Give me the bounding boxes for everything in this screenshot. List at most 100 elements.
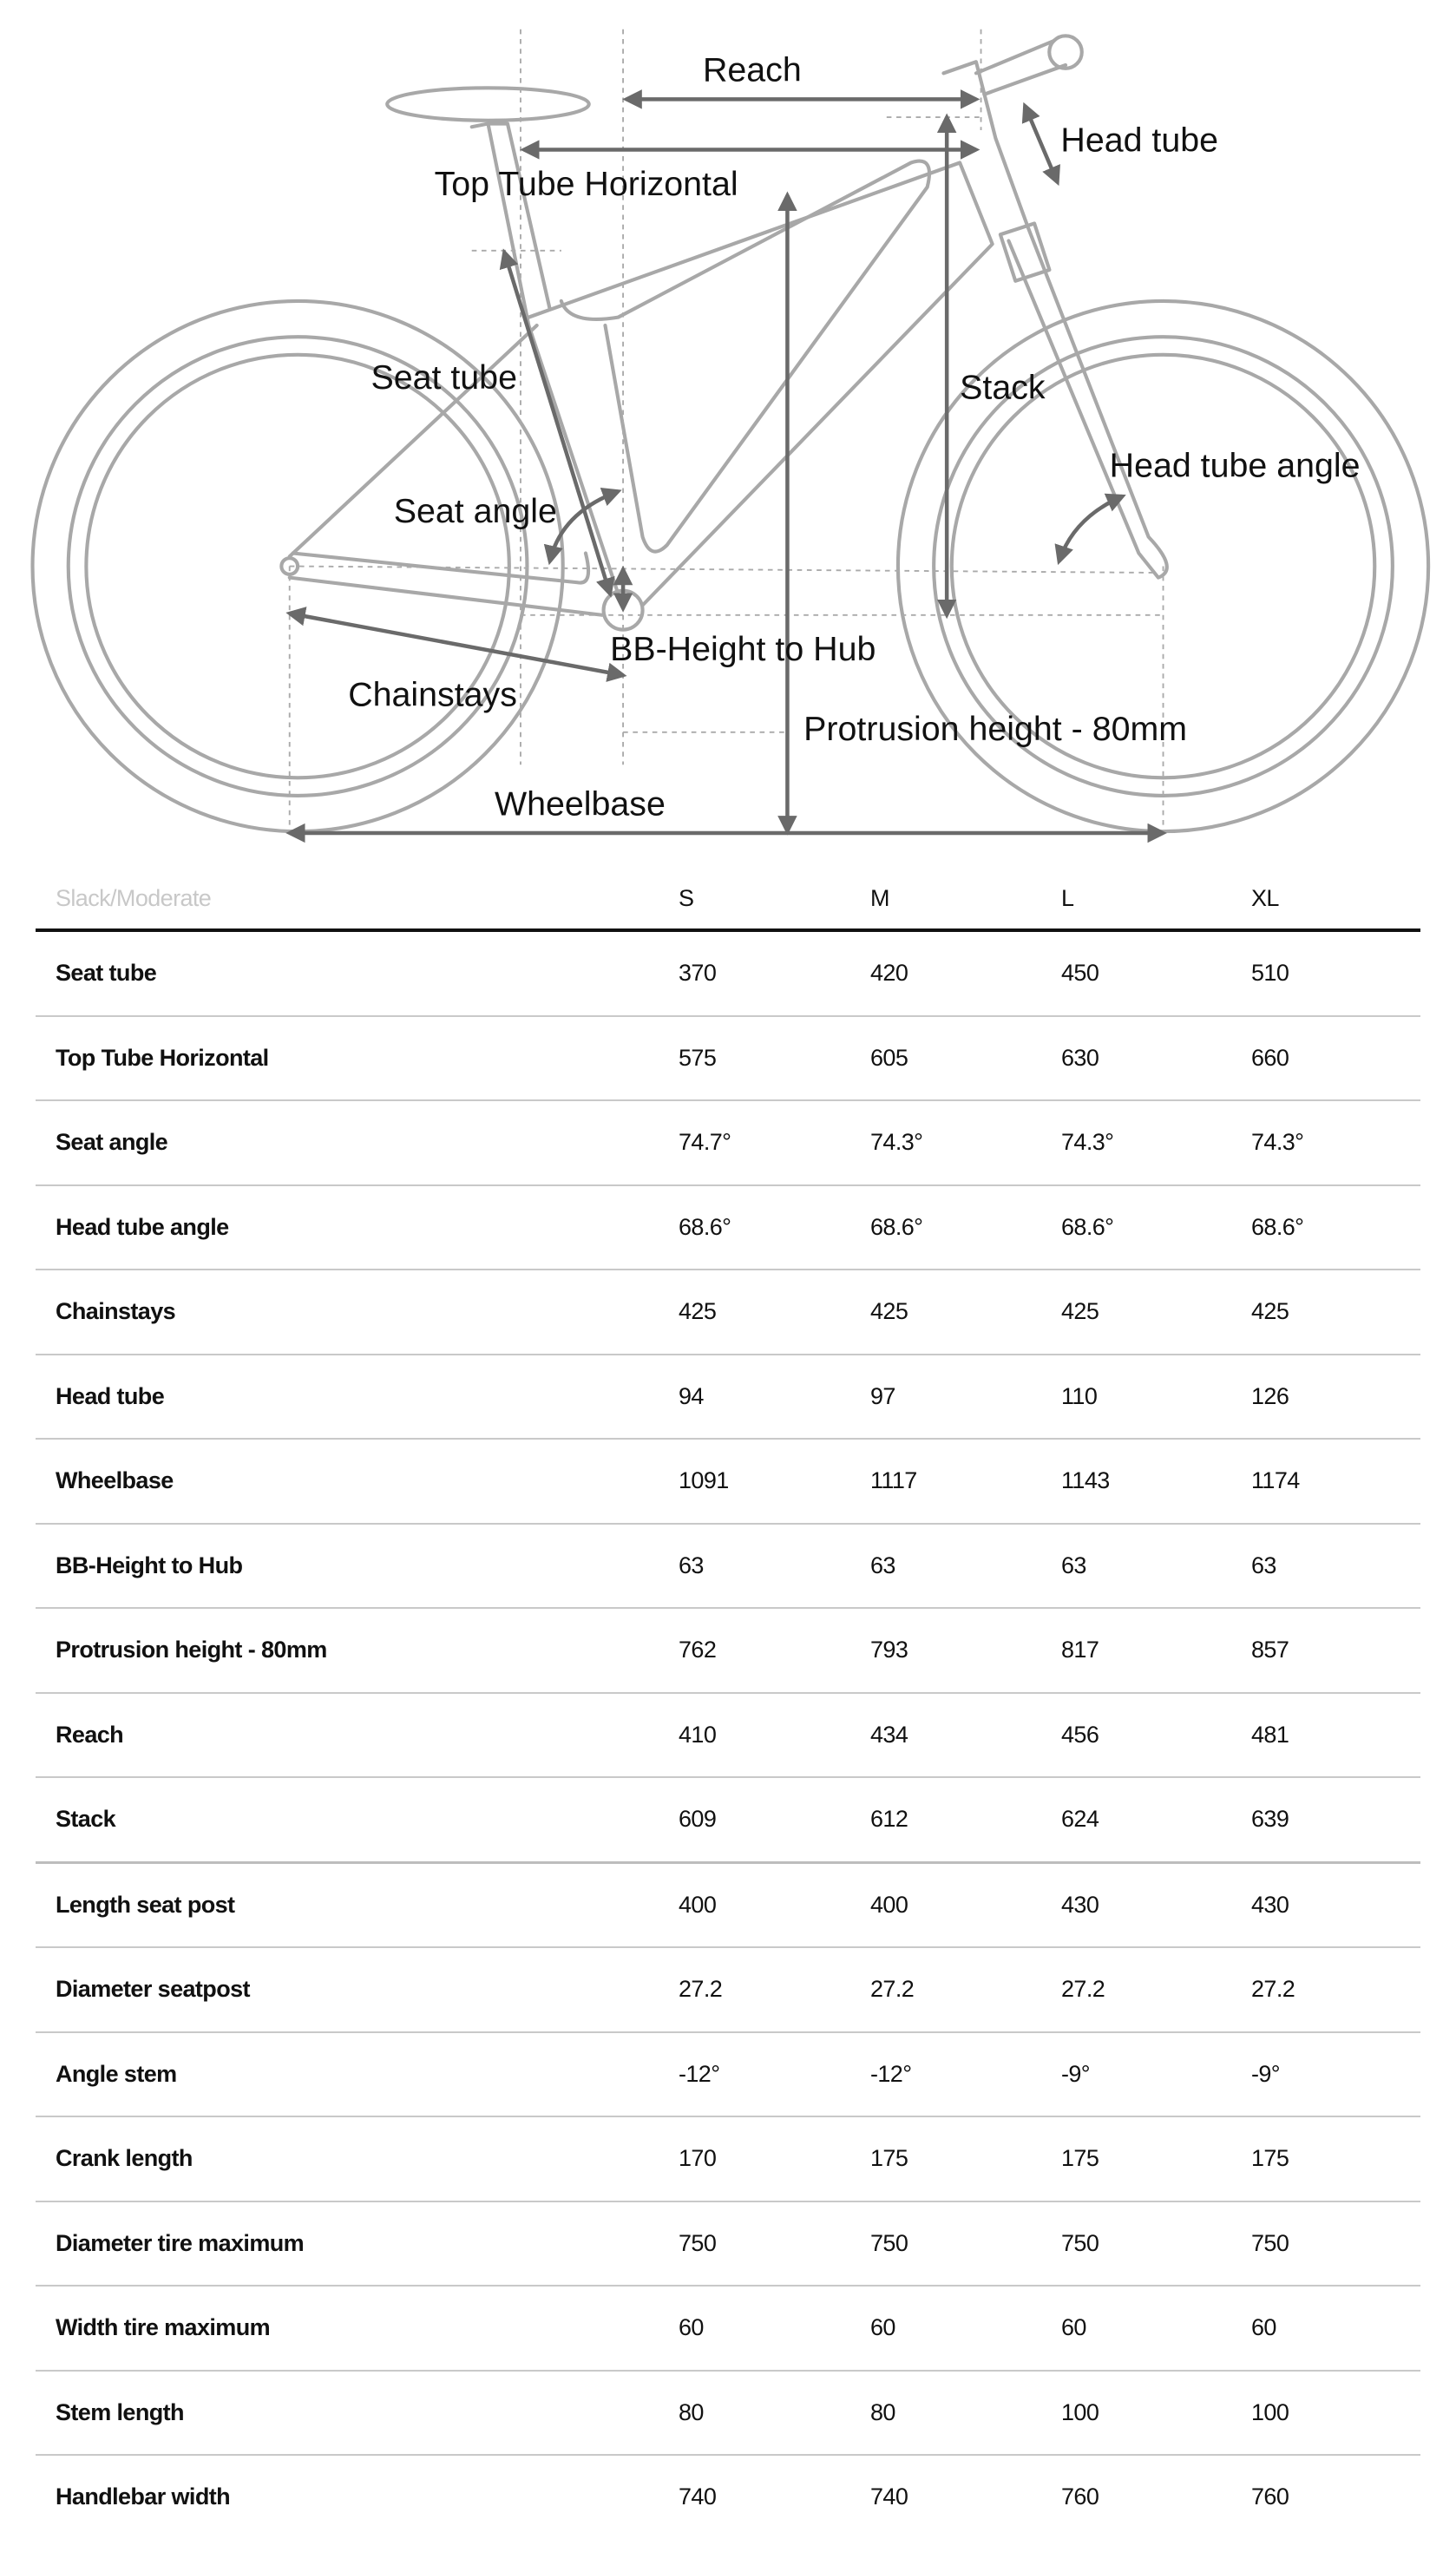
table-row: Handlebar width 740 740 760 760 <box>36 2456 1420 2539</box>
row-value: 750 <box>1061 2229 1099 2256</box>
row-value: 175 <box>1061 2145 1099 2172</box>
table-row: Wheelbase 1091 1117 1143 1174 <box>36 1440 1420 1525</box>
row-value: 27.2 <box>679 1976 723 2003</box>
table-row: Head tube angle 68.6° 68.6° 68.6° 68.6° <box>36 1186 1420 1270</box>
row-label: Length seat post <box>56 1891 235 1918</box>
label-top-tube-horizontal: Top Tube Horizontal <box>435 165 738 203</box>
row-value: 1174 <box>1251 1467 1300 1494</box>
table-row: Seat tube 370 420 450 510 <box>36 932 1420 1017</box>
row-value: 63 <box>1061 1552 1086 1578</box>
row-value: 857 <box>1251 1637 1289 1663</box>
row-value: 68.6° <box>679 1213 731 1240</box>
bike-geometry-diagram: Reach Head tube Top Tube Horizontal Seat… <box>30 29 1431 843</box>
row-value: 27.2 <box>870 1976 915 2003</box>
row-value: 450 <box>1061 960 1099 987</box>
row-value: 60 <box>1061 2314 1086 2341</box>
row-value: 60 <box>679 2314 704 2341</box>
row-label: Head tube <box>56 1382 165 1409</box>
row-value: 400 <box>679 1891 717 1918</box>
row-value: 609 <box>679 1806 717 1833</box>
guide-lines <box>288 29 1164 833</box>
size-header-xl: XL <box>1251 884 1279 911</box>
table-row: Length seat post 400 400 430 430 <box>36 1864 1420 1948</box>
row-value: 624 <box>1061 1806 1099 1833</box>
size-header-s: S <box>679 884 694 911</box>
row-label: Seat angle <box>56 1129 168 1156</box>
row-label: Head tube angle <box>56 1213 229 1240</box>
row-value: 68.6° <box>1061 1213 1114 1240</box>
table-header: Slack/Moderate S M L XL <box>36 868 1420 932</box>
seat-angle-arrow <box>543 487 622 566</box>
row-value: 74.3° <box>1251 1129 1304 1156</box>
row-value: 68.6° <box>1251 1213 1304 1240</box>
row-value: 575 <box>679 1044 717 1071</box>
label-bb-height: BB-Height to Hub <box>610 630 876 668</box>
table-row: Diameter seatpost 27.2 27.2 27.2 27.2 <box>36 1948 1420 2033</box>
row-label: Wheelbase <box>56 1467 174 1494</box>
row-value: 400 <box>870 1891 908 1918</box>
row-value: 456 <box>1061 1721 1099 1748</box>
table-title: Slack/Moderate <box>56 884 212 911</box>
table-row: Seat angle 74.7° 74.3° 74.3° 74.3° <box>36 1101 1420 1186</box>
row-value: 68.6° <box>870 1213 923 1240</box>
row-value: 793 <box>870 1637 908 1663</box>
row-value: 27.2 <box>1251 1976 1295 2003</box>
chainstays-arrow <box>285 607 627 682</box>
label-protrusion: Protrusion height - 80mm <box>803 710 1187 748</box>
row-value: 434 <box>870 1721 908 1748</box>
table-row: Diameter tire maximum 750 750 750 750 <box>36 2202 1420 2287</box>
row-value: 1091 <box>679 1467 729 1494</box>
row-value: 630 <box>1061 1044 1099 1071</box>
row-value: 80 <box>870 2398 895 2425</box>
row-value: 420 <box>870 960 908 987</box>
row-value: 750 <box>870 2229 908 2256</box>
row-value: 740 <box>679 2483 717 2510</box>
row-value: 639 <box>1251 1806 1289 1833</box>
row-label: Crank length <box>56 2145 193 2172</box>
row-label: Top Tube Horizontal <box>56 1044 269 1071</box>
row-value: 126 <box>1251 1382 1289 1409</box>
label-reach: Reach <box>703 51 802 89</box>
row-value: 63 <box>870 1552 895 1578</box>
row-value: 510 <box>1251 960 1289 987</box>
row-value: 97 <box>870 1382 895 1409</box>
row-value: 425 <box>870 1298 908 1325</box>
row-value: 762 <box>679 1637 717 1663</box>
row-value: 74.3° <box>1061 1129 1114 1156</box>
row-value: 370 <box>679 960 717 987</box>
row-label: Protrusion height - 80mm <box>56 1637 327 1663</box>
row-value: 430 <box>1251 1891 1289 1918</box>
row-value: 481 <box>1251 1721 1289 1748</box>
row-label: Diameter seatpost <box>56 1976 250 2003</box>
row-label: Diameter tire maximum <box>56 2229 305 2256</box>
label-wheelbase: Wheelbase <box>495 784 666 823</box>
row-value: 425 <box>1251 1298 1289 1325</box>
row-value: 660 <box>1251 1044 1289 1071</box>
row-value: -9° <box>1061 2060 1091 2087</box>
row-value: 60 <box>870 2314 895 2341</box>
table-row: BB-Height to Hub 63 63 63 63 <box>36 1525 1420 1609</box>
row-label: Seat tube <box>56 960 157 987</box>
geometry-table: Slack/Moderate S M L XL Seat tube 370 420 4… <box>36 868 1420 2539</box>
table-row: Protrusion height - 80mm 762 793 817 857 <box>36 1609 1420 1694</box>
table-row: Head tube 94 97 110 126 <box>36 1355 1420 1440</box>
row-value: -9° <box>1251 2060 1281 2087</box>
size-header-m: M <box>870 884 890 911</box>
row-label: Stack <box>56 1806 116 1833</box>
table-row: Stem length 80 80 100 100 <box>36 2372 1420 2456</box>
row-label: Handlebar width <box>56 2483 231 2510</box>
table-row: Chainstays 425 425 425 425 <box>36 1270 1420 1355</box>
table-row: Stack 609 612 624 639 <box>36 1778 1420 1864</box>
table-row: Top Tube Horizontal 575 605 630 660 <box>36 1017 1420 1101</box>
table-row: Reach 410 434 456 481 <box>36 1694 1420 1778</box>
row-label: Reach <box>56 1721 124 1748</box>
label-seat-tube: Seat tube <box>371 358 517 397</box>
label-chainstays: Chainstays <box>348 676 517 714</box>
table-row: Crank length 170 175 175 175 <box>36 2117 1420 2202</box>
row-value: 74.7° <box>679 1129 731 1156</box>
row-value: 80 <box>679 2398 704 2425</box>
row-value: 74.3° <box>870 1129 923 1156</box>
row-value: 430 <box>1061 1891 1099 1918</box>
row-value: 63 <box>679 1552 704 1578</box>
row-value: -12° <box>870 2060 912 2087</box>
